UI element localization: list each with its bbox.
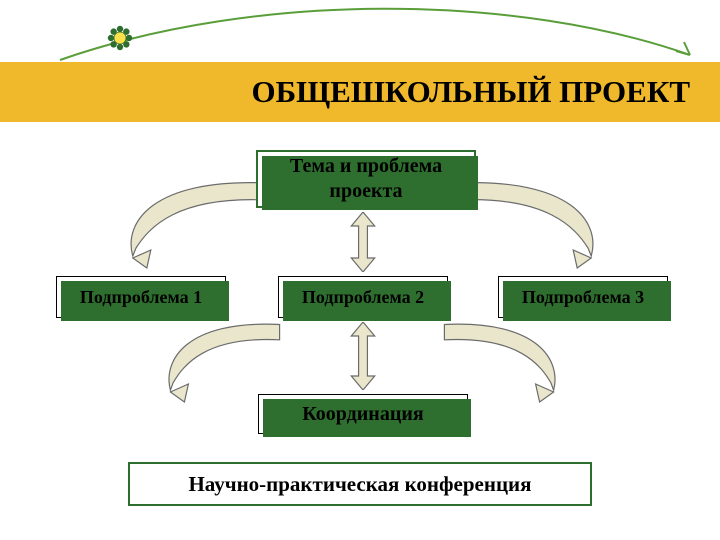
- box-subproblem-2-label: Подпроблема 2: [279, 277, 447, 317]
- box-subproblem-1-label: Подпроблема 1: [57, 277, 225, 317]
- box-subproblem-3-label: Подпроблема 3: [499, 277, 667, 317]
- box-conference-label: Научно-практическая конференция: [130, 464, 590, 504]
- arrow-theme-sub2-double: [350, 212, 376, 272]
- page-title: ОБЩЕШКОЛЬНЫЙ ПРОЕКТ: [0, 74, 720, 110]
- box-subproblem-1: Подпроблема 1: [56, 276, 226, 318]
- box-subproblem-3: Подпроблема 3: [498, 276, 668, 318]
- box-coordination: Координация: [258, 394, 468, 434]
- box-coordination-label: Координация: [259, 395, 467, 433]
- box-subproblem-2: Подпроблема 2: [278, 276, 448, 318]
- box-theme: Тема и проблемапроекта: [256, 150, 476, 208]
- title-band: ОБЩЕШКОЛЬНЫЙ ПРОЕКТ: [0, 62, 720, 122]
- flower-icon: [103, 21, 137, 55]
- box-theme-label: Тема и проблемапроекта: [258, 152, 474, 206]
- box-conference: Научно-практическая конференция: [128, 462, 592, 506]
- arrow-sub2-coord-double: [350, 322, 376, 390]
